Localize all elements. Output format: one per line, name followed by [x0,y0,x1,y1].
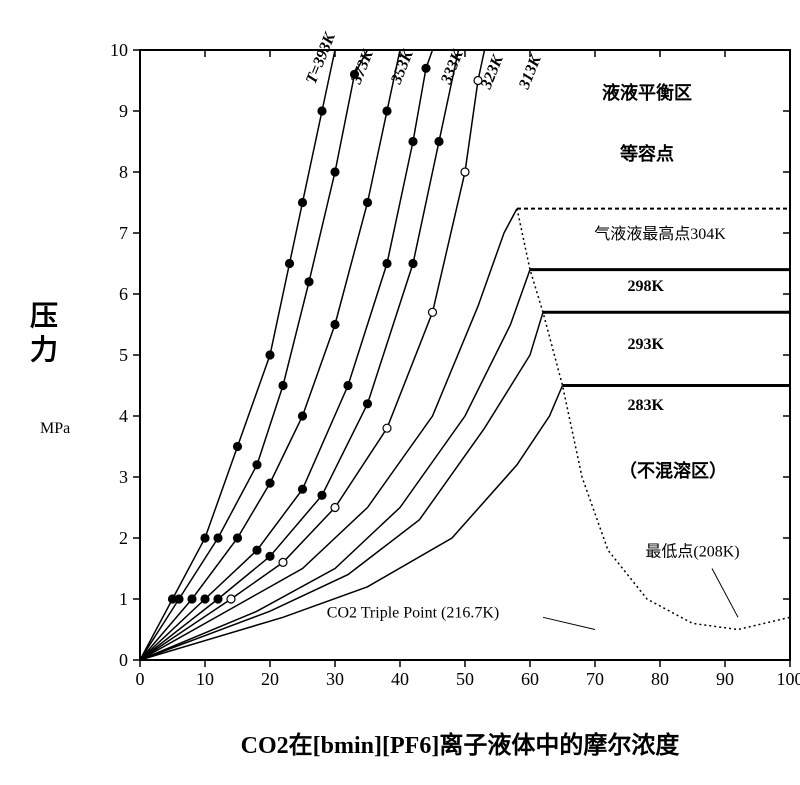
svg-text:8: 8 [119,162,128,182]
svg-text:液液平衡区: 液液平衡区 [602,82,692,103]
svg-text:等容点: 等容点 [620,143,674,164]
y-axis-unit: MPa [40,420,70,438]
svg-text:100: 100 [777,669,800,689]
svg-text:（不混溶区）: （不混溶区） [619,460,727,481]
svg-text:3: 3 [119,467,128,487]
svg-text:7: 7 [119,223,128,243]
svg-text:60: 60 [521,669,539,689]
svg-text:30: 30 [326,669,344,689]
svg-text:50: 50 [456,669,474,689]
svg-text:2: 2 [119,528,128,548]
svg-text:气液液最高点304K: 气液液最高点304K [594,225,726,243]
svg-text:CO2 Triple Point (216.7K): CO2 Triple Point (216.7K) [327,604,499,621]
svg-text:4: 4 [119,406,128,426]
svg-text:298K: 298K [628,278,665,295]
svg-text:20: 20 [261,669,279,689]
svg-text:0: 0 [119,650,128,670]
svg-text:70: 70 [586,669,604,689]
svg-text:353K: 353K [388,47,418,88]
svg-text:5: 5 [119,345,128,365]
svg-text:10: 10 [110,40,128,60]
svg-text:6: 6 [119,284,128,304]
svg-text:90: 90 [716,669,734,689]
svg-text:最低点(208K): 最低点(208K) [645,542,739,560]
phase-diagram-chart: 压 力 MPa 01234567891001020304050607080901… [20,20,800,765]
x-axis-label: CO2在[bmin][PF6]离子液体中的摩尔浓度 [140,725,780,760]
svg-text:10: 10 [196,669,214,689]
svg-text:40: 40 [391,669,409,689]
svg-text:373K: 373K [348,47,378,88]
svg-text:9: 9 [119,101,128,121]
chart-plot: 0123456789100102030405060708090100T=393K… [90,30,800,710]
svg-text:283K: 283K [628,397,665,414]
svg-text:80: 80 [651,669,669,689]
svg-text:293K: 293K [628,336,665,353]
svg-text:0: 0 [136,669,145,689]
svg-text:1: 1 [119,589,128,609]
svg-text:323K: 323K [478,52,508,93]
y-axis-label: 压 力 [30,300,58,367]
svg-text:313K: 313K [516,52,546,93]
